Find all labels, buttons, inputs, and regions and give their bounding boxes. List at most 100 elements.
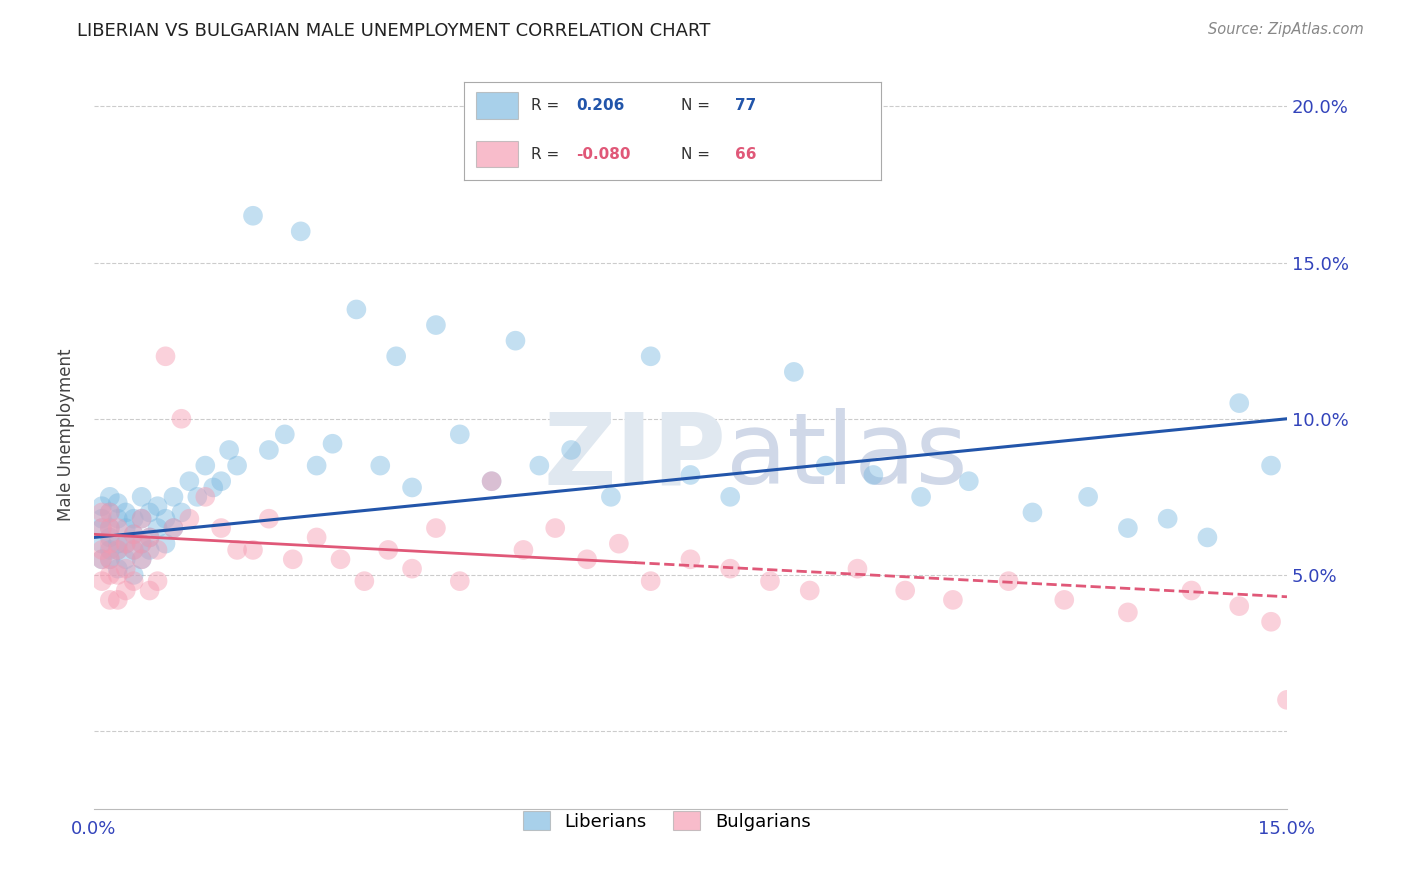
Point — [98, 568, 121, 582]
Point — [718, 562, 741, 576]
Point — [170, 505, 193, 519]
Point — [910, 490, 932, 504]
Point — [481, 474, 503, 488]
Point — [98, 505, 121, 519]
Point — [202, 480, 225, 494]
Text: Source: ZipAtlas.com: Source: ZipAtlas.com — [1208, 22, 1364, 37]
Point — [155, 537, 177, 551]
Point — [122, 527, 145, 541]
Point — [122, 568, 145, 582]
Point — [90, 505, 112, 519]
Point — [155, 349, 177, 363]
Point — [274, 427, 297, 442]
Point — [814, 458, 837, 473]
Point — [368, 458, 391, 473]
Point — [114, 552, 136, 566]
Point — [640, 349, 662, 363]
Point — [131, 537, 153, 551]
Point — [90, 552, 112, 566]
Point — [209, 521, 232, 535]
Point — [131, 511, 153, 525]
Point — [138, 583, 160, 598]
Point — [146, 543, 169, 558]
Point — [194, 458, 217, 473]
Point — [1260, 615, 1282, 629]
Point — [1227, 396, 1250, 410]
Point — [1116, 521, 1139, 535]
Point — [194, 490, 217, 504]
Point — [783, 365, 806, 379]
Point — [1275, 693, 1298, 707]
Point — [122, 543, 145, 558]
Point — [107, 521, 129, 535]
Text: atlas: atlas — [727, 409, 967, 506]
Point — [344, 302, 367, 317]
Point — [329, 552, 352, 566]
Point — [799, 583, 821, 598]
Point — [162, 490, 184, 504]
Point — [544, 521, 567, 535]
Point — [957, 474, 980, 488]
Point — [305, 531, 328, 545]
Point — [179, 511, 201, 525]
Point — [98, 521, 121, 535]
Point — [257, 511, 280, 525]
Point — [560, 442, 582, 457]
Point — [257, 442, 280, 457]
Point — [162, 521, 184, 535]
Point — [242, 543, 264, 558]
Point — [90, 552, 112, 566]
Point — [505, 334, 527, 348]
Point — [107, 593, 129, 607]
Point — [107, 511, 129, 525]
Point — [107, 543, 129, 558]
Point — [1227, 599, 1250, 614]
Point — [122, 574, 145, 589]
Point — [90, 521, 112, 535]
Point — [186, 490, 208, 504]
Point — [98, 593, 121, 607]
Point — [98, 543, 121, 558]
Point — [90, 511, 112, 525]
Point — [679, 467, 702, 482]
Point — [449, 574, 471, 589]
Point — [209, 474, 232, 488]
Point — [425, 318, 447, 332]
Point — [107, 537, 129, 551]
Point — [1180, 583, 1202, 598]
Point — [425, 521, 447, 535]
Point — [98, 490, 121, 504]
Point — [138, 531, 160, 545]
Point — [138, 543, 160, 558]
Point — [107, 568, 129, 582]
Point — [401, 562, 423, 576]
Point — [1260, 458, 1282, 473]
Point — [114, 537, 136, 551]
Point — [114, 537, 136, 551]
Point — [1292, 646, 1315, 660]
Point — [98, 531, 121, 545]
Point — [170, 411, 193, 425]
Point — [401, 480, 423, 494]
Point — [98, 552, 121, 566]
Point — [131, 490, 153, 504]
Point — [218, 442, 240, 457]
Point — [131, 537, 153, 551]
Point — [107, 543, 129, 558]
Point — [122, 527, 145, 541]
Point — [942, 593, 965, 607]
Point — [862, 467, 884, 482]
Point — [226, 543, 249, 558]
Point — [377, 543, 399, 558]
Point — [122, 543, 145, 558]
Point — [90, 499, 112, 513]
Point — [146, 521, 169, 535]
Point — [1116, 606, 1139, 620]
Point — [98, 505, 121, 519]
Point — [146, 574, 169, 589]
Point — [90, 574, 112, 589]
Point — [1077, 490, 1099, 504]
Point — [759, 574, 782, 589]
Point — [512, 543, 534, 558]
Point — [146, 499, 169, 513]
